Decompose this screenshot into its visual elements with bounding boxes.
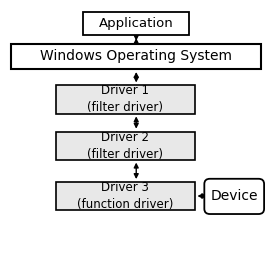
FancyBboxPatch shape bbox=[11, 44, 261, 69]
FancyBboxPatch shape bbox=[56, 182, 195, 210]
FancyBboxPatch shape bbox=[56, 85, 195, 114]
FancyBboxPatch shape bbox=[56, 132, 195, 160]
FancyArrowPatch shape bbox=[134, 74, 138, 81]
FancyArrowPatch shape bbox=[134, 118, 138, 127]
FancyArrowPatch shape bbox=[199, 194, 205, 198]
FancyBboxPatch shape bbox=[204, 179, 264, 214]
Text: Application: Application bbox=[99, 17, 173, 30]
Text: Driver 1
(filter driver): Driver 1 (filter driver) bbox=[87, 85, 163, 114]
FancyArrowPatch shape bbox=[134, 164, 138, 177]
Text: Windows Operating System: Windows Operating System bbox=[40, 49, 232, 63]
Text: Driver 3
(function driver): Driver 3 (function driver) bbox=[77, 181, 173, 211]
Text: Device: Device bbox=[210, 189, 258, 203]
Text: Driver 2
(filter driver): Driver 2 (filter driver) bbox=[87, 131, 163, 161]
FancyArrowPatch shape bbox=[134, 35, 138, 43]
FancyBboxPatch shape bbox=[83, 12, 189, 35]
